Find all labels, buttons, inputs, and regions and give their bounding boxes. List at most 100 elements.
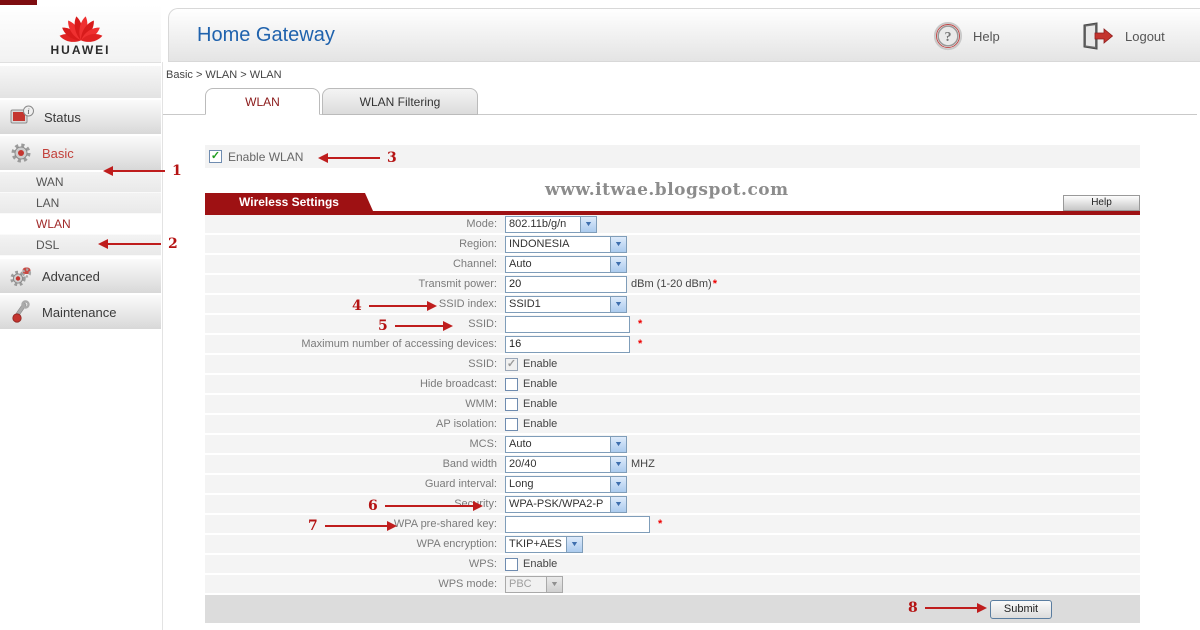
- annotation-arrow-8: 8: [908, 600, 987, 616]
- form-row-guard-interval: Guard interval: Long: [205, 475, 1140, 495]
- panel-accent-line: [205, 211, 1140, 215]
- channel-select[interactable]: Auto: [505, 255, 627, 273]
- chevron-down-icon: [580, 216, 596, 232]
- transmit-power-input[interactable]: [505, 275, 627, 293]
- sidebar-item-maintenance[interactable]: Maintenance: [0, 295, 161, 331]
- sidebar: HUAWEI i Status Basic WAN LAN WLAN DSL: [0, 5, 161, 630]
- logout-label: Logout: [1125, 28, 1165, 44]
- annotation-arrow-3: 3: [318, 150, 397, 166]
- field-label: Mode:: [466, 218, 497, 230]
- sidebar-item-status[interactable]: i Status: [0, 100, 161, 136]
- chevron-down-icon: [610, 436, 626, 452]
- annotation-arrow-6: 6: [368, 498, 483, 514]
- annotation-arrow-7: 7: [308, 518, 397, 534]
- field-label: WPS mode:: [438, 578, 497, 590]
- annotation-arrow-5: 5: [378, 318, 453, 334]
- hide-broadcast-checkbox[interactable]: [505, 377, 518, 391]
- enable-wlan-checkbox[interactable]: [209, 150, 222, 163]
- wpa-key-input[interactable]: [505, 515, 650, 533]
- brand-name: HUAWEI: [50, 43, 111, 57]
- checkbox-label: Enable: [523, 398, 558, 410]
- panel-help-button[interactable]: Help: [1063, 195, 1140, 211]
- region-select[interactable]: INDONESIA: [505, 235, 627, 253]
- checkbox-label: Enable: [523, 418, 558, 430]
- sidebar-item-advanced[interactable]: Advanced: [0, 259, 161, 295]
- sidebar-item-label: Basic: [42, 145, 74, 161]
- checkbox-label: Enable: [523, 358, 558, 370]
- form-row-channel: Channel: Auto: [205, 255, 1140, 275]
- form-row-ssid-enable: SSID: Enable: [205, 355, 1140, 375]
- logout-button[interactable]: Logout: [1081, 9, 1165, 63]
- help-icon: ?: [933, 21, 963, 51]
- submit-button[interactable]: Submit: [990, 600, 1052, 619]
- max-devices-input[interactable]: [505, 335, 630, 353]
- mcs-select[interactable]: Auto: [505, 435, 627, 453]
- wps-checkbox[interactable]: [505, 557, 518, 571]
- wrench-icon: [12, 300, 30, 323]
- tab-underline: [163, 114, 1197, 115]
- breadcrumb: Basic > WLAN > WLAN: [166, 69, 282, 81]
- form-row-wps-mode: WPS mode: PBC: [205, 575, 1140, 595]
- form-row-mcs: MCS: Auto: [205, 435, 1140, 455]
- field-label: Transmit power:: [418, 278, 497, 290]
- form-row-ap-isolation: AP isolation: Enable: [205, 415, 1140, 435]
- panel-title: Wireless Settings: [205, 193, 373, 211]
- sidebar-item-label: Maintenance: [42, 304, 117, 320]
- sidebar-item-dsl[interactable]: DSL: [0, 235, 161, 256]
- annotation-arrow-2: 2: [98, 236, 178, 252]
- form-row-bandwidth: Band width 20/40 MHZ: [205, 455, 1140, 475]
- tab-wlan[interactable]: WLAN: [205, 88, 320, 115]
- field-label: MCS:: [469, 438, 498, 450]
- form-row-ssid: SSID: *: [205, 315, 1140, 335]
- wps-mode-select: PBC: [505, 575, 563, 593]
- sidebar-item-lan[interactable]: LAN: [0, 193, 161, 214]
- tab-wlan-filtering[interactable]: WLAN Filtering: [322, 88, 478, 115]
- wmm-checkbox[interactable]: [505, 397, 518, 411]
- huawei-flower-icon: [59, 16, 102, 42]
- field-label: Region:: [459, 238, 497, 250]
- form-row-wpa-encryption: WPA encryption: TKIP+AES: [205, 535, 1140, 555]
- form-row-security: Security: WPA-PSK/WPA2-P: [205, 495, 1140, 515]
- chevron-down-icon: [610, 476, 626, 492]
- ssid-index-select[interactable]: SSID1: [505, 295, 627, 313]
- field-label: SSID:: [468, 358, 497, 370]
- field-label: Channel:: [452, 258, 497, 270]
- gear-icon: [11, 143, 31, 163]
- enable-wlan-row: Enable WLAN: [205, 145, 1140, 168]
- field-label: SSID:: [468, 318, 497, 330]
- form-row-transmit-power: Transmit power: dBm (1-20 dBm)*: [205, 275, 1140, 295]
- sidebar-item-wan[interactable]: WAN: [0, 172, 161, 193]
- bandwidth-select[interactable]: 20/40: [505, 455, 627, 473]
- svg-text:?: ?: [944, 29, 951, 45]
- field-label: Maximum number of accessing devices:: [301, 338, 497, 350]
- menu-spacer: [0, 66, 161, 100]
- sidebar-item-basic[interactable]: Basic: [0, 136, 161, 172]
- field-label: WPS:: [468, 558, 497, 570]
- form-row-wmm: WMM: Enable: [205, 395, 1140, 415]
- sidebar-item-wlan[interactable]: WLAN: [0, 214, 161, 235]
- required-asterisk: *: [638, 338, 643, 350]
- ssid-input[interactable]: [505, 315, 630, 333]
- mode-select[interactable]: 802.11b/g/n: [505, 215, 597, 233]
- field-label: WPA encryption:: [416, 538, 498, 550]
- page-title: Home Gateway: [197, 24, 335, 46]
- gears-icon: [10, 267, 32, 287]
- help-button[interactable]: ? Help: [933, 9, 1000, 63]
- security-select[interactable]: WPA-PSK/WPA2-P: [505, 495, 627, 513]
- field-suffix: MHZ: [631, 458, 655, 470]
- svg-text:i: i: [27, 107, 29, 116]
- basic-submenu: WAN LAN WLAN DSL: [0, 172, 161, 256]
- status-icon: i: [10, 105, 34, 124]
- sidebar-divider: [162, 62, 163, 630]
- wpa-encryption-select[interactable]: TKIP+AES: [505, 535, 583, 553]
- guard-interval-select[interactable]: Long: [505, 475, 627, 493]
- ap-isolation-checkbox[interactable]: [505, 417, 518, 431]
- page-header: Home Gateway ? Help Logout: [168, 8, 1200, 62]
- required-asterisk: *: [712, 278, 717, 290]
- field-label: WMM:: [465, 398, 497, 410]
- sidebar-item-label: Status: [44, 109, 81, 125]
- required-asterisk: *: [638, 318, 643, 330]
- huawei-logo: HUAWEI: [0, 5, 161, 63]
- panel-footer: Submit: [205, 595, 1140, 623]
- checkbox-label: Enable: [523, 378, 558, 390]
